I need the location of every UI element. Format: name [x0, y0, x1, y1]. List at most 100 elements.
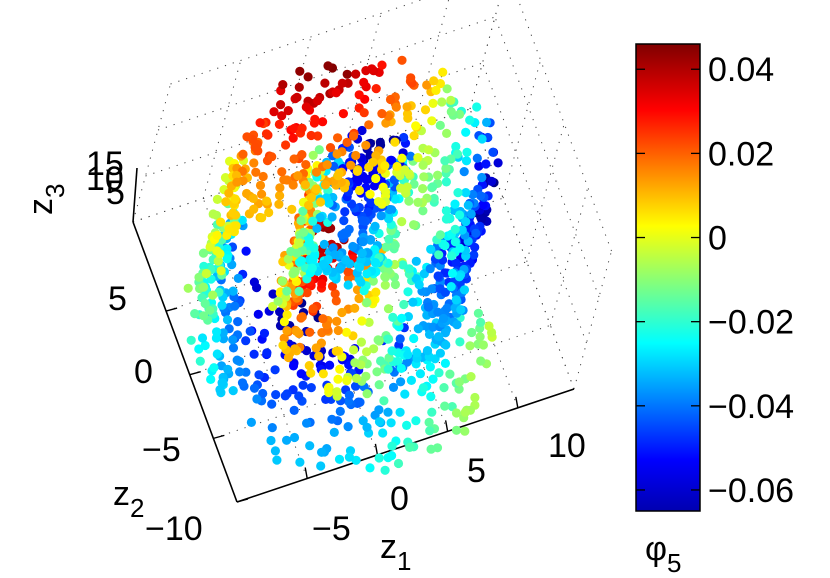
scatter-point — [440, 401, 450, 411]
scatter-point — [341, 255, 351, 265]
scatter-point — [273, 296, 283, 306]
scatter-point — [450, 199, 460, 209]
scatter-point — [413, 324, 423, 334]
scatter-point — [325, 143, 336, 153]
scatter-point — [267, 423, 277, 433]
grid-line — [482, 62, 587, 344]
scatter-point — [290, 344, 300, 354]
scatter-point — [428, 182, 438, 192]
grid-line — [202, 198, 308, 479]
scatter-point — [451, 408, 462, 418]
scatter-point — [456, 305, 466, 315]
colorbar-fill — [636, 44, 700, 511]
scatter-point — [431, 85, 441, 95]
scatter-point — [380, 272, 391, 282]
scatter-point — [276, 100, 286, 110]
scatter-point — [368, 276, 378, 286]
scatter-point — [399, 299, 409, 310]
scatter-point — [355, 262, 365, 272]
scatter-point — [455, 210, 465, 220]
scatter-point — [294, 82, 304, 92]
scatter-point — [396, 363, 406, 373]
scatter-point — [310, 114, 320, 124]
scatter-point — [349, 345, 359, 355]
scatter-point — [289, 432, 300, 443]
scatter-point — [376, 211, 386, 221]
scatter-point — [197, 333, 208, 343]
scatter-point — [461, 127, 471, 137]
scatter-point — [250, 142, 260, 152]
scatter-point — [433, 170, 443, 180]
scatter-point — [333, 171, 343, 181]
scatter-point — [429, 76, 439, 86]
scatter-point — [354, 293, 364, 304]
z2-tick-label: 5 — [108, 280, 127, 318]
scatter-point — [249, 277, 259, 287]
scatter-point — [406, 73, 416, 83]
scatter-point — [393, 356, 403, 366]
scatter-point — [408, 297, 418, 307]
scatter-point — [434, 332, 444, 342]
scatter-point — [277, 276, 287, 286]
scatter-point — [472, 153, 482, 163]
scatter-point — [427, 407, 437, 417]
scatter-point — [466, 372, 476, 382]
grid-line — [413, 0, 450, 128]
scatter-point — [230, 301, 240, 311]
scatter-point — [376, 356, 386, 366]
scatter-point — [297, 312, 307, 322]
z2-tick — [213, 434, 225, 440]
scatter-point — [303, 72, 313, 82]
scatter-point — [330, 250, 340, 260]
grid-line — [502, 59, 542, 199]
scatter-point — [422, 80, 432, 90]
scatter-point — [342, 137, 352, 147]
scatter-point — [409, 131, 419, 141]
scatter-point — [493, 158, 503, 168]
scatter-point — [428, 322, 438, 332]
grid-line — [132, 83, 171, 223]
scatter-point — [370, 221, 380, 231]
scatter-point — [361, 66, 371, 76]
z3-tick-label: 15 — [86, 145, 124, 183]
scatter-point — [301, 102, 311, 112]
z2-axis-line — [132, 221, 238, 503]
scatter-point — [216, 266, 226, 276]
scatter-point — [255, 118, 265, 128]
scatter-point — [241, 336, 251, 346]
scatter-point — [306, 383, 316, 393]
scatter-point — [228, 386, 238, 396]
scatter-point — [383, 334, 393, 344]
scatter-point — [194, 272, 204, 282]
scatter-point — [395, 334, 405, 344]
scatter-point — [242, 132, 252, 142]
z1-tick — [374, 443, 379, 456]
scatter-point — [339, 216, 349, 226]
scatter-point — [373, 197, 384, 207]
scatter-point — [255, 180, 266, 190]
scatter-point — [199, 282, 209, 292]
scatter-point — [302, 418, 312, 428]
scatter-point — [318, 314, 328, 324]
scatter-point — [423, 302, 433, 312]
scatter-point — [371, 287, 381, 297]
scatter-point — [387, 155, 397, 165]
scatter-point — [442, 128, 452, 138]
scatter-point — [381, 118, 391, 128]
scatter-point — [343, 267, 353, 277]
scatter-point — [274, 199, 284, 209]
scatter-point — [297, 150, 307, 160]
scatter-point — [452, 149, 463, 159]
scatter-point — [478, 340, 488, 350]
scatter-point — [292, 92, 302, 102]
scatter-point — [357, 125, 367, 136]
scatter-point — [390, 137, 400, 147]
z2-tick — [236, 498, 249, 503]
scatter-point — [362, 389, 372, 399]
scatter-point — [441, 163, 451, 173]
scatter-point — [371, 173, 381, 184]
scatter-point — [365, 189, 375, 199]
colorbar-tick-label: 0.02 — [708, 135, 774, 173]
scatter-point — [440, 328, 450, 338]
grid-line — [272, 174, 378, 456]
